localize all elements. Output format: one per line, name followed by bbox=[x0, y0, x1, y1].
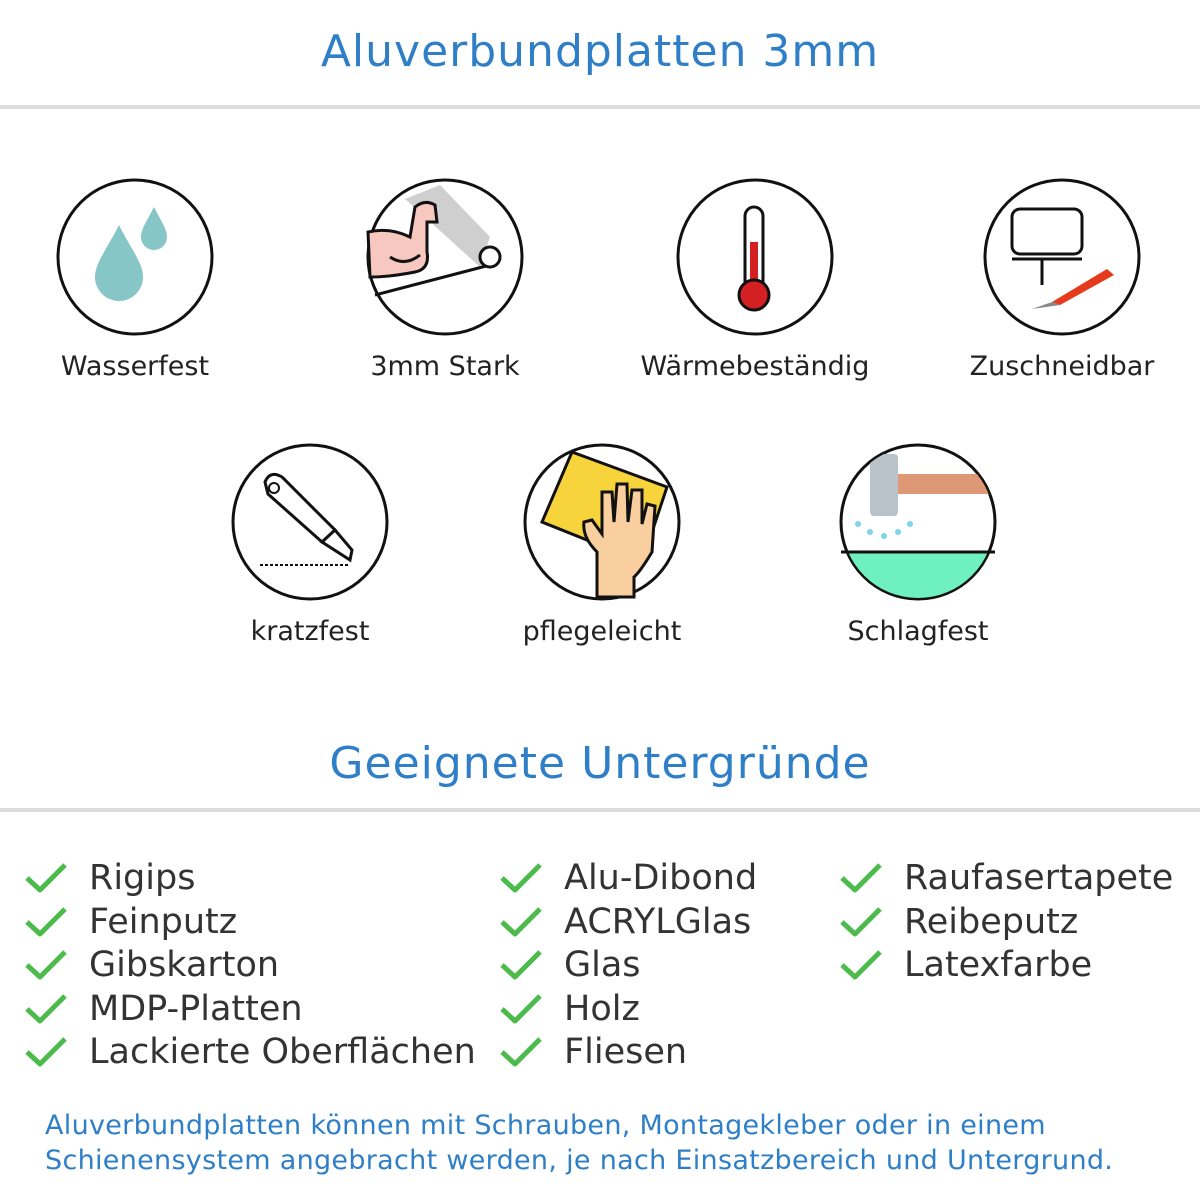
surface-label: Raufasertapete bbox=[904, 858, 1174, 898]
check-icon bbox=[25, 993, 67, 1023]
check-icon bbox=[500, 993, 542, 1023]
surface-item: Glas bbox=[500, 943, 641, 987]
feature-label: pflegeleicht bbox=[522, 616, 682, 647]
feature-schlagfest: Schlagfest bbox=[768, 442, 1068, 647]
surface-label: Rigips bbox=[89, 858, 196, 898]
feature-zuschneidbar: Zuschneidbar bbox=[912, 177, 1200, 382]
thermometer-icon bbox=[676, 178, 834, 336]
feature-pflegeleicht: pflegeleicht bbox=[452, 442, 752, 647]
surface-item: Lackierte Oberflächen bbox=[25, 1030, 476, 1074]
check-icon bbox=[840, 863, 882, 893]
check-icon bbox=[500, 863, 542, 893]
surface-label: Latexfarbe bbox=[904, 945, 1093, 985]
surface-item: ACRYLGlas bbox=[500, 900, 751, 944]
surface-label: Feinputz bbox=[89, 901, 238, 942]
surface-item: Fliesen bbox=[500, 1030, 687, 1074]
check-icon bbox=[840, 906, 882, 936]
surface-label: Glas bbox=[564, 945, 641, 985]
feature-label: kratzfest bbox=[250, 616, 370, 647]
surface-item: Holz bbox=[500, 987, 640, 1031]
surface-item: Feinputz bbox=[25, 900, 237, 944]
surface-item: Gibskarton bbox=[25, 943, 279, 987]
check-icon bbox=[840, 950, 882, 980]
surface-item: Raufasertapete bbox=[840, 856, 1173, 900]
surface-item: MDP-Platten bbox=[25, 987, 303, 1031]
note-line: Aluverbundplatten können mit Schrauben, … bbox=[45, 1110, 1046, 1141]
divider bbox=[0, 105, 1200, 109]
water-drops-icon bbox=[56, 178, 214, 336]
surface-label: Gibskarton bbox=[89, 945, 280, 985]
surface-label: Fliesen bbox=[564, 1032, 688, 1072]
mounting-note: Aluverbundplatten können mit Schrauben, … bbox=[45, 1108, 1113, 1178]
check-icon bbox=[25, 906, 67, 936]
surface-label: Alu-Dibond bbox=[564, 858, 758, 898]
feature-label: Wasserfest bbox=[60, 351, 210, 382]
surface-label: Holz bbox=[564, 988, 640, 1029]
strong-arm-icon bbox=[366, 178, 524, 336]
check-icon bbox=[500, 1037, 542, 1067]
surface-label: ACRYLGlas bbox=[564, 901, 752, 942]
check-icon bbox=[500, 950, 542, 980]
surface-label: Lackierte Oberflächen bbox=[89, 1032, 476, 1072]
surface-item: Alu-Dibond bbox=[500, 856, 757, 900]
utility-knife-icon bbox=[231, 443, 389, 601]
surface-item: Reibeputz bbox=[840, 900, 1078, 944]
note-line: Schienensystem angebracht werden, je nac… bbox=[45, 1145, 1114, 1176]
surface-label: Reibeputz bbox=[904, 901, 1079, 942]
feature-waermebestaendig: Wärmebeständig bbox=[605, 177, 905, 382]
feature-kratzfest: kratzfest bbox=[160, 442, 460, 647]
feature-3mm-stark: 3mm Stark bbox=[295, 177, 595, 382]
hand-sponge-icon bbox=[523, 443, 681, 601]
feature-label: Wärmebeständig bbox=[640, 351, 870, 382]
section-title: Geeignete Untergründe bbox=[329, 738, 871, 789]
jigsaw-cutter-icon bbox=[983, 178, 1141, 336]
hammer-impact-icon bbox=[839, 443, 997, 601]
check-icon bbox=[25, 863, 67, 893]
feature-label: 3mm Stark bbox=[370, 351, 520, 382]
check-icon bbox=[500, 906, 542, 936]
check-icon bbox=[25, 1037, 67, 1067]
check-icon bbox=[25, 950, 67, 980]
feature-label: Zuschneidbar bbox=[969, 351, 1155, 382]
feature-wasserfest: Wasserfest bbox=[0, 177, 285, 382]
surface-label: MDP-Platten bbox=[89, 988, 303, 1029]
page-title: Aluverbundplatten 3mm bbox=[320, 26, 880, 77]
feature-label: Schlagfest bbox=[847, 616, 989, 647]
divider bbox=[0, 808, 1200, 812]
surface-item: Latexfarbe bbox=[840, 943, 1092, 987]
surface-item: Rigips bbox=[25, 856, 195, 900]
